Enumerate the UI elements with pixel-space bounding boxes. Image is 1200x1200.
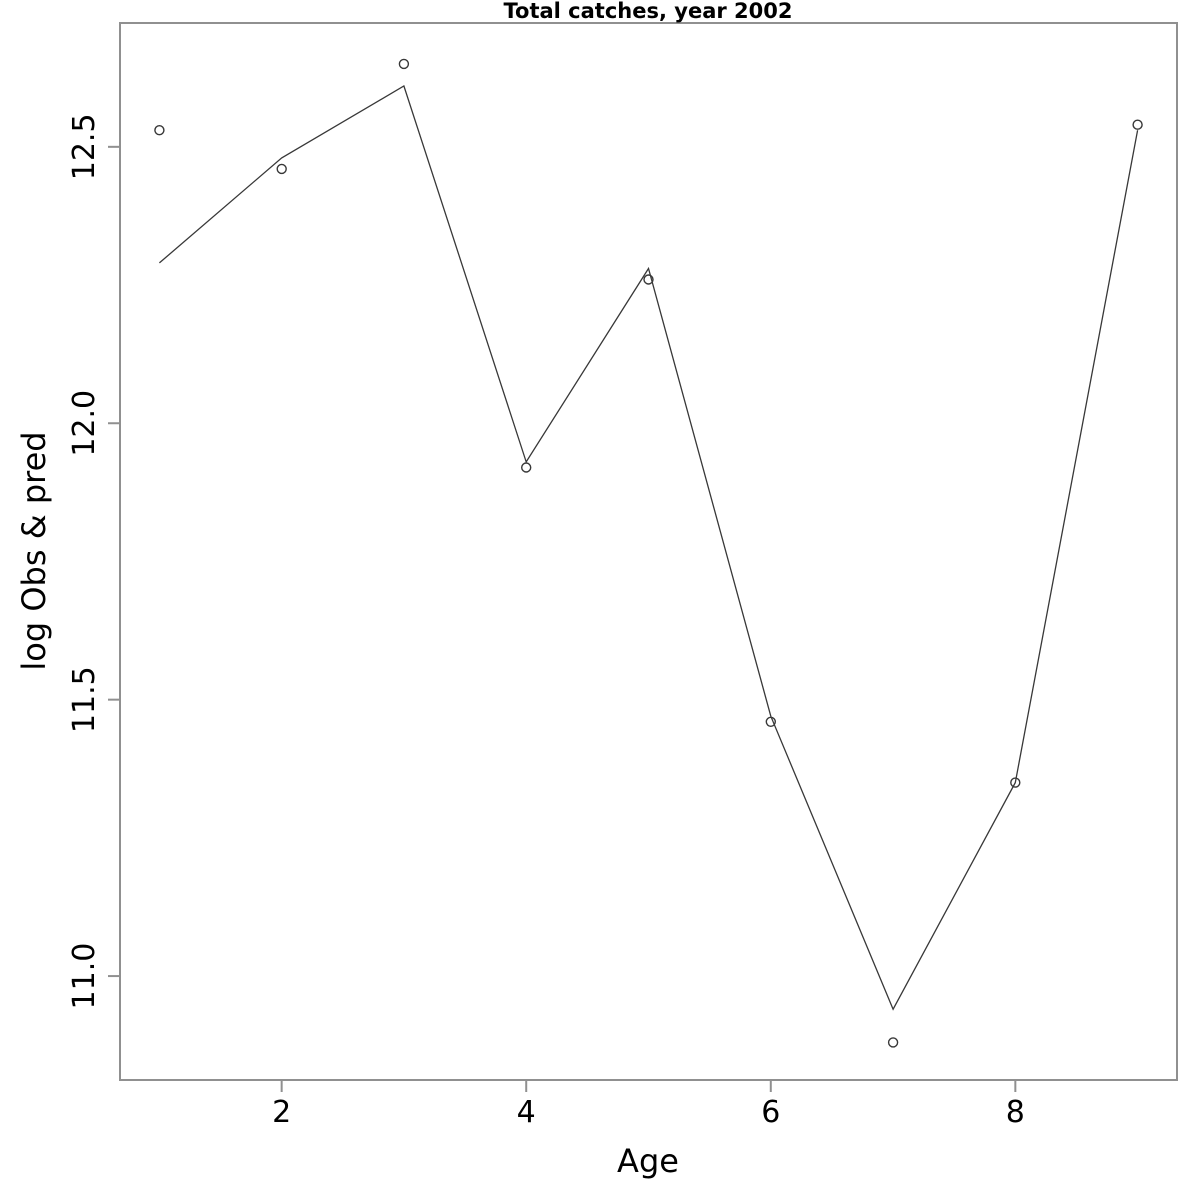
y-tick-label: 11.0 — [67, 943, 102, 1010]
observation-point — [765, 716, 776, 727]
x-tick-label: 4 — [517, 1095, 536, 1130]
x-tick-label: 6 — [761, 1095, 780, 1130]
observation-point — [521, 462, 532, 473]
y-tick-label: 12.5 — [67, 113, 102, 180]
y-tick-label: 11.5 — [67, 666, 102, 733]
observation-point — [398, 58, 410, 70]
plot-border — [119, 22, 1178, 1081]
observation-point — [154, 124, 165, 136]
chart-title: Total catches, year 2002 — [504, 0, 793, 23]
x-axis-label: Age — [617, 1142, 679, 1180]
prediction-line — [158, 85, 1139, 1011]
plot-dynamic-layer: 2 4 6 8 11.0 11.5 12.0 12.5 — [67, 22, 1178, 1130]
x-tick-label: 8 — [1006, 1095, 1025, 1130]
y-axis-label: log Obs & pred — [15, 431, 53, 670]
observation-point — [1010, 777, 1021, 788]
observation-point — [643, 274, 654, 285]
x-tick-label: 2 — [272, 1095, 291, 1130]
observation-point — [276, 163, 287, 175]
observation-point — [887, 1037, 899, 1048]
y-tick-label: 12.0 — [67, 390, 102, 457]
observation-point — [1132, 119, 1143, 130]
